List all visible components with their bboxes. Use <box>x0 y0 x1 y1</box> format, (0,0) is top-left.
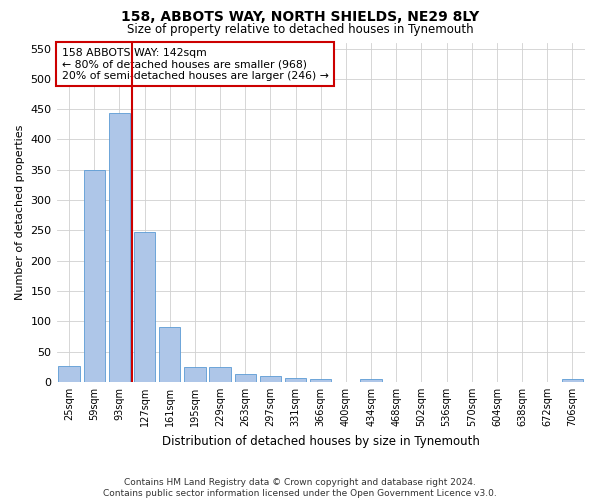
Bar <box>209 368 231 382</box>
Bar <box>58 366 80 382</box>
Bar <box>159 328 181 382</box>
Text: 158, ABBOTS WAY, NORTH SHIELDS, NE29 8LY: 158, ABBOTS WAY, NORTH SHIELDS, NE29 8LY <box>121 10 479 24</box>
Bar <box>310 379 331 382</box>
Bar <box>361 379 382 382</box>
Bar <box>562 379 583 382</box>
Y-axis label: Number of detached properties: Number of detached properties <box>15 124 25 300</box>
Text: Size of property relative to detached houses in Tynemouth: Size of property relative to detached ho… <box>127 22 473 36</box>
Text: Contains HM Land Registry data © Crown copyright and database right 2024.
Contai: Contains HM Land Registry data © Crown c… <box>103 478 497 498</box>
Bar <box>109 114 130 382</box>
Bar <box>83 170 105 382</box>
Bar <box>260 376 281 382</box>
Bar <box>134 232 155 382</box>
X-axis label: Distribution of detached houses by size in Tynemouth: Distribution of detached houses by size … <box>162 434 480 448</box>
Text: 158 ABBOTS WAY: 142sqm
← 80% of detached houses are smaller (968)
20% of semi-de: 158 ABBOTS WAY: 142sqm ← 80% of detached… <box>62 48 329 81</box>
Bar <box>235 374 256 382</box>
Bar <box>184 367 206 382</box>
Bar <box>285 378 307 382</box>
